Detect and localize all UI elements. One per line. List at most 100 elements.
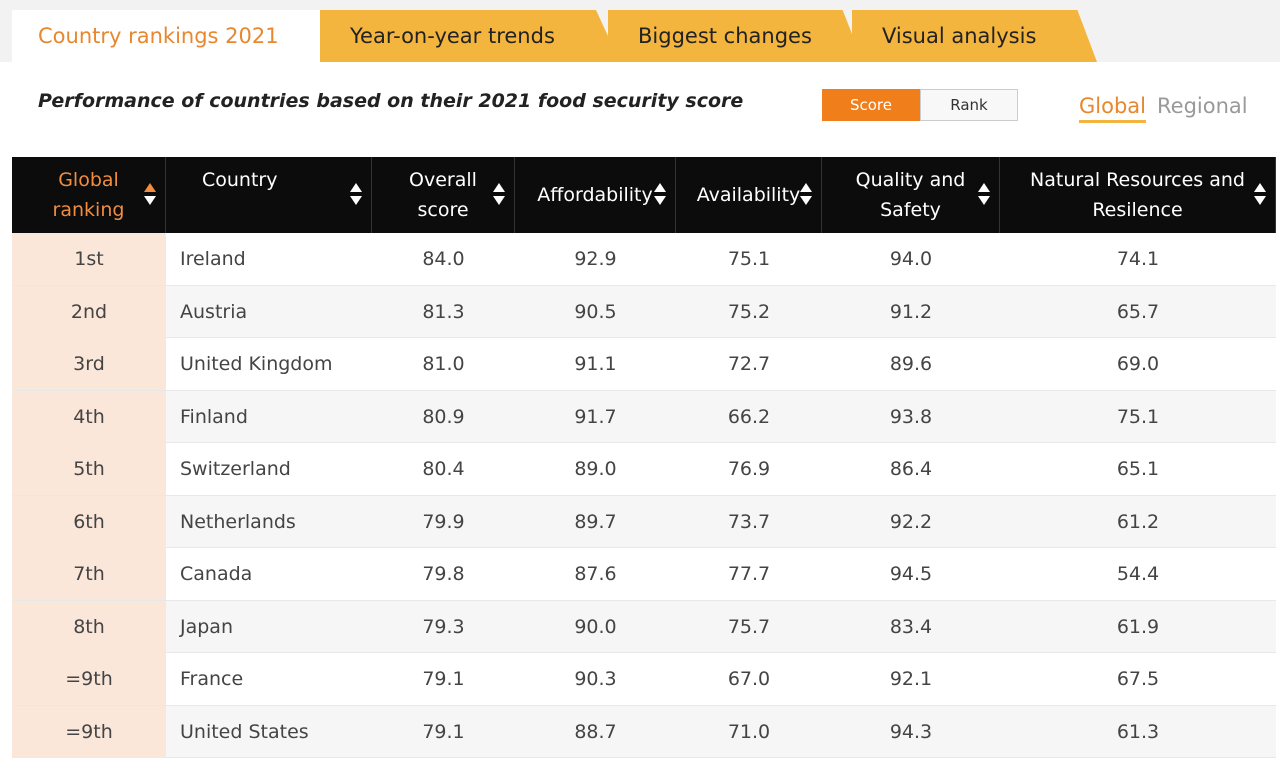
country-cell: Austria (180, 300, 248, 323)
column-header[interactable]: Availability (676, 157, 822, 233)
score-cell: 92.9 (574, 248, 617, 270)
country-cell: France (180, 668, 244, 690)
sort-down[interactable] (350, 196, 362, 205)
header-line: score (417, 199, 469, 221)
header-line: Affordability (537, 184, 653, 206)
score-cell: 75.1 (1116, 405, 1160, 428)
tab-bar: Country rankings 2021 Year-on-year trends… (0, 0, 1280, 62)
score-cell: 61.3 (1116, 720, 1160, 743)
column-header[interactable]: Country (166, 157, 372, 233)
score-cell: 90.5 (574, 300, 617, 323)
header-line: Natural Resources and (1030, 169, 1245, 191)
sort-down[interactable] (978, 196, 990, 205)
score-cell: 88.7 (574, 720, 617, 743)
rank-cell: 4th (12, 390, 166, 443)
column-header[interactable]: Natural Resources and Resilence (1000, 157, 1276, 233)
sort-arrows[interactable] (977, 181, 991, 209)
sort-arrows[interactable] (799, 181, 813, 209)
sort-down[interactable] (800, 196, 812, 205)
score-cell: 61.9 (1116, 615, 1160, 638)
score-cell: 75.7 (727, 615, 771, 638)
score-cell: 91.7 (574, 405, 617, 428)
score-cell: 94.5 (889, 563, 933, 585)
sort-arrows[interactable] (653, 181, 667, 209)
score-cell: 80.4 (422, 458, 465, 480)
regional-tab[interactable]: Regional (1157, 94, 1248, 118)
rank-cell: 1st (12, 233, 166, 285)
score-cell: 89.0 (574, 458, 617, 480)
header-line: ranking (52, 199, 125, 221)
table-row: 5th Switzerland 80.4 89.0 76.9 86.4 65.1 (12, 443, 1276, 496)
score-cell: 75.2 (727, 300, 771, 323)
score-cell: 81.0 (422, 353, 465, 375)
header-line: Global (58, 169, 119, 191)
table-header: Global ranking Country Overall score Affordab… (12, 157, 1276, 233)
table-row: 8th Japan 79.3 90.0 75.7 83.4 61.9 (12, 600, 1276, 653)
score-cell: 92.2 (889, 510, 933, 533)
score-cell: 79.1 (422, 720, 465, 743)
score-cell: 66.2 (727, 405, 771, 428)
header-line: Quality and (855, 169, 966, 191)
sort-up[interactable] (350, 183, 362, 192)
score-cell: 93.8 (889, 405, 933, 428)
score-cell: 77.7 (727, 563, 771, 585)
sort-up[interactable] (1254, 183, 1266, 192)
sort-up[interactable] (800, 183, 812, 192)
score-cell: 81.3 (422, 300, 465, 323)
tab[interactable]: Visual analysis (852, 10, 1097, 62)
header-text: Country (180, 165, 299, 195)
global-tab[interactable]: Global (1079, 94, 1146, 123)
sort-up[interactable] (654, 183, 666, 192)
header-text: Quality and Safety (834, 165, 988, 225)
country-cell: Ireland (180, 248, 246, 270)
sort-arrows[interactable] (1253, 181, 1267, 209)
sort-up[interactable] (493, 183, 505, 192)
sort-up[interactable] (978, 183, 990, 192)
sort-down[interactable] (144, 196, 156, 205)
rank-cell: 2nd (12, 285, 166, 338)
score-cell: 90.3 (574, 668, 617, 690)
header-line: Availability (696, 184, 801, 206)
header-text: Availability (675, 180, 823, 210)
column-header[interactable]: Quality and Safety (822, 157, 1000, 233)
rank-toggle[interactable]: Rank (920, 89, 1018, 121)
column-header[interactable]: Global ranking (12, 157, 166, 233)
header-text: Affordability (515, 180, 674, 210)
score-cell: 76.9 (727, 458, 771, 480)
sort-down[interactable] (493, 196, 505, 205)
header-line: Safety (880, 199, 941, 221)
sort-arrows[interactable] (349, 181, 363, 209)
sort-down[interactable] (1254, 196, 1266, 205)
score-cell: 94.3 (889, 720, 933, 743)
rank-cell: =9th (12, 653, 166, 705)
score-cell: 84.0 (422, 248, 465, 270)
header-text: Natural Resources and Resilence (1008, 165, 1267, 225)
score-cell: 74.1 (1116, 248, 1160, 270)
column-header[interactable]: Overall score (372, 157, 515, 233)
table-row: 2nd Austria 81.3 90.5 75.2 91.2 65.7 (12, 285, 1276, 338)
score-cell: 87.6 (574, 563, 617, 585)
tab[interactable]: Country rankings 2021 (12, 10, 320, 62)
tab[interactable]: Biggest changes (608, 10, 863, 62)
score-toggle[interactable]: Score (822, 89, 920, 121)
score-cell: 94.0 (889, 248, 933, 270)
column-header[interactable]: Affordability (515, 157, 676, 233)
sort-arrows[interactable] (492, 181, 506, 209)
score-cell: 86.4 (889, 458, 933, 480)
tab[interactable]: Year-on-year trends (320, 10, 620, 62)
rank-cell: =9th (12, 705, 166, 758)
header-text: Global ranking (31, 165, 147, 225)
score-cell: 92.1 (889, 668, 933, 690)
score-cell: 79.9 (422, 510, 465, 533)
score-cell: 67.0 (727, 668, 771, 690)
table-row: 6th Netherlands 79.9 89.7 73.7 92.2 61.2 (12, 495, 1276, 548)
country-cell: Canada (180, 563, 253, 585)
score-cell: 54.4 (1116, 563, 1160, 585)
score-cell: 67.5 (1116, 668, 1160, 690)
sort-arrows[interactable] (143, 181, 157, 209)
sort-down[interactable] (654, 196, 666, 205)
sort-up[interactable] (144, 183, 156, 192)
score-cell: 65.1 (1116, 458, 1160, 480)
score-cell: 90.0 (574, 615, 617, 638)
